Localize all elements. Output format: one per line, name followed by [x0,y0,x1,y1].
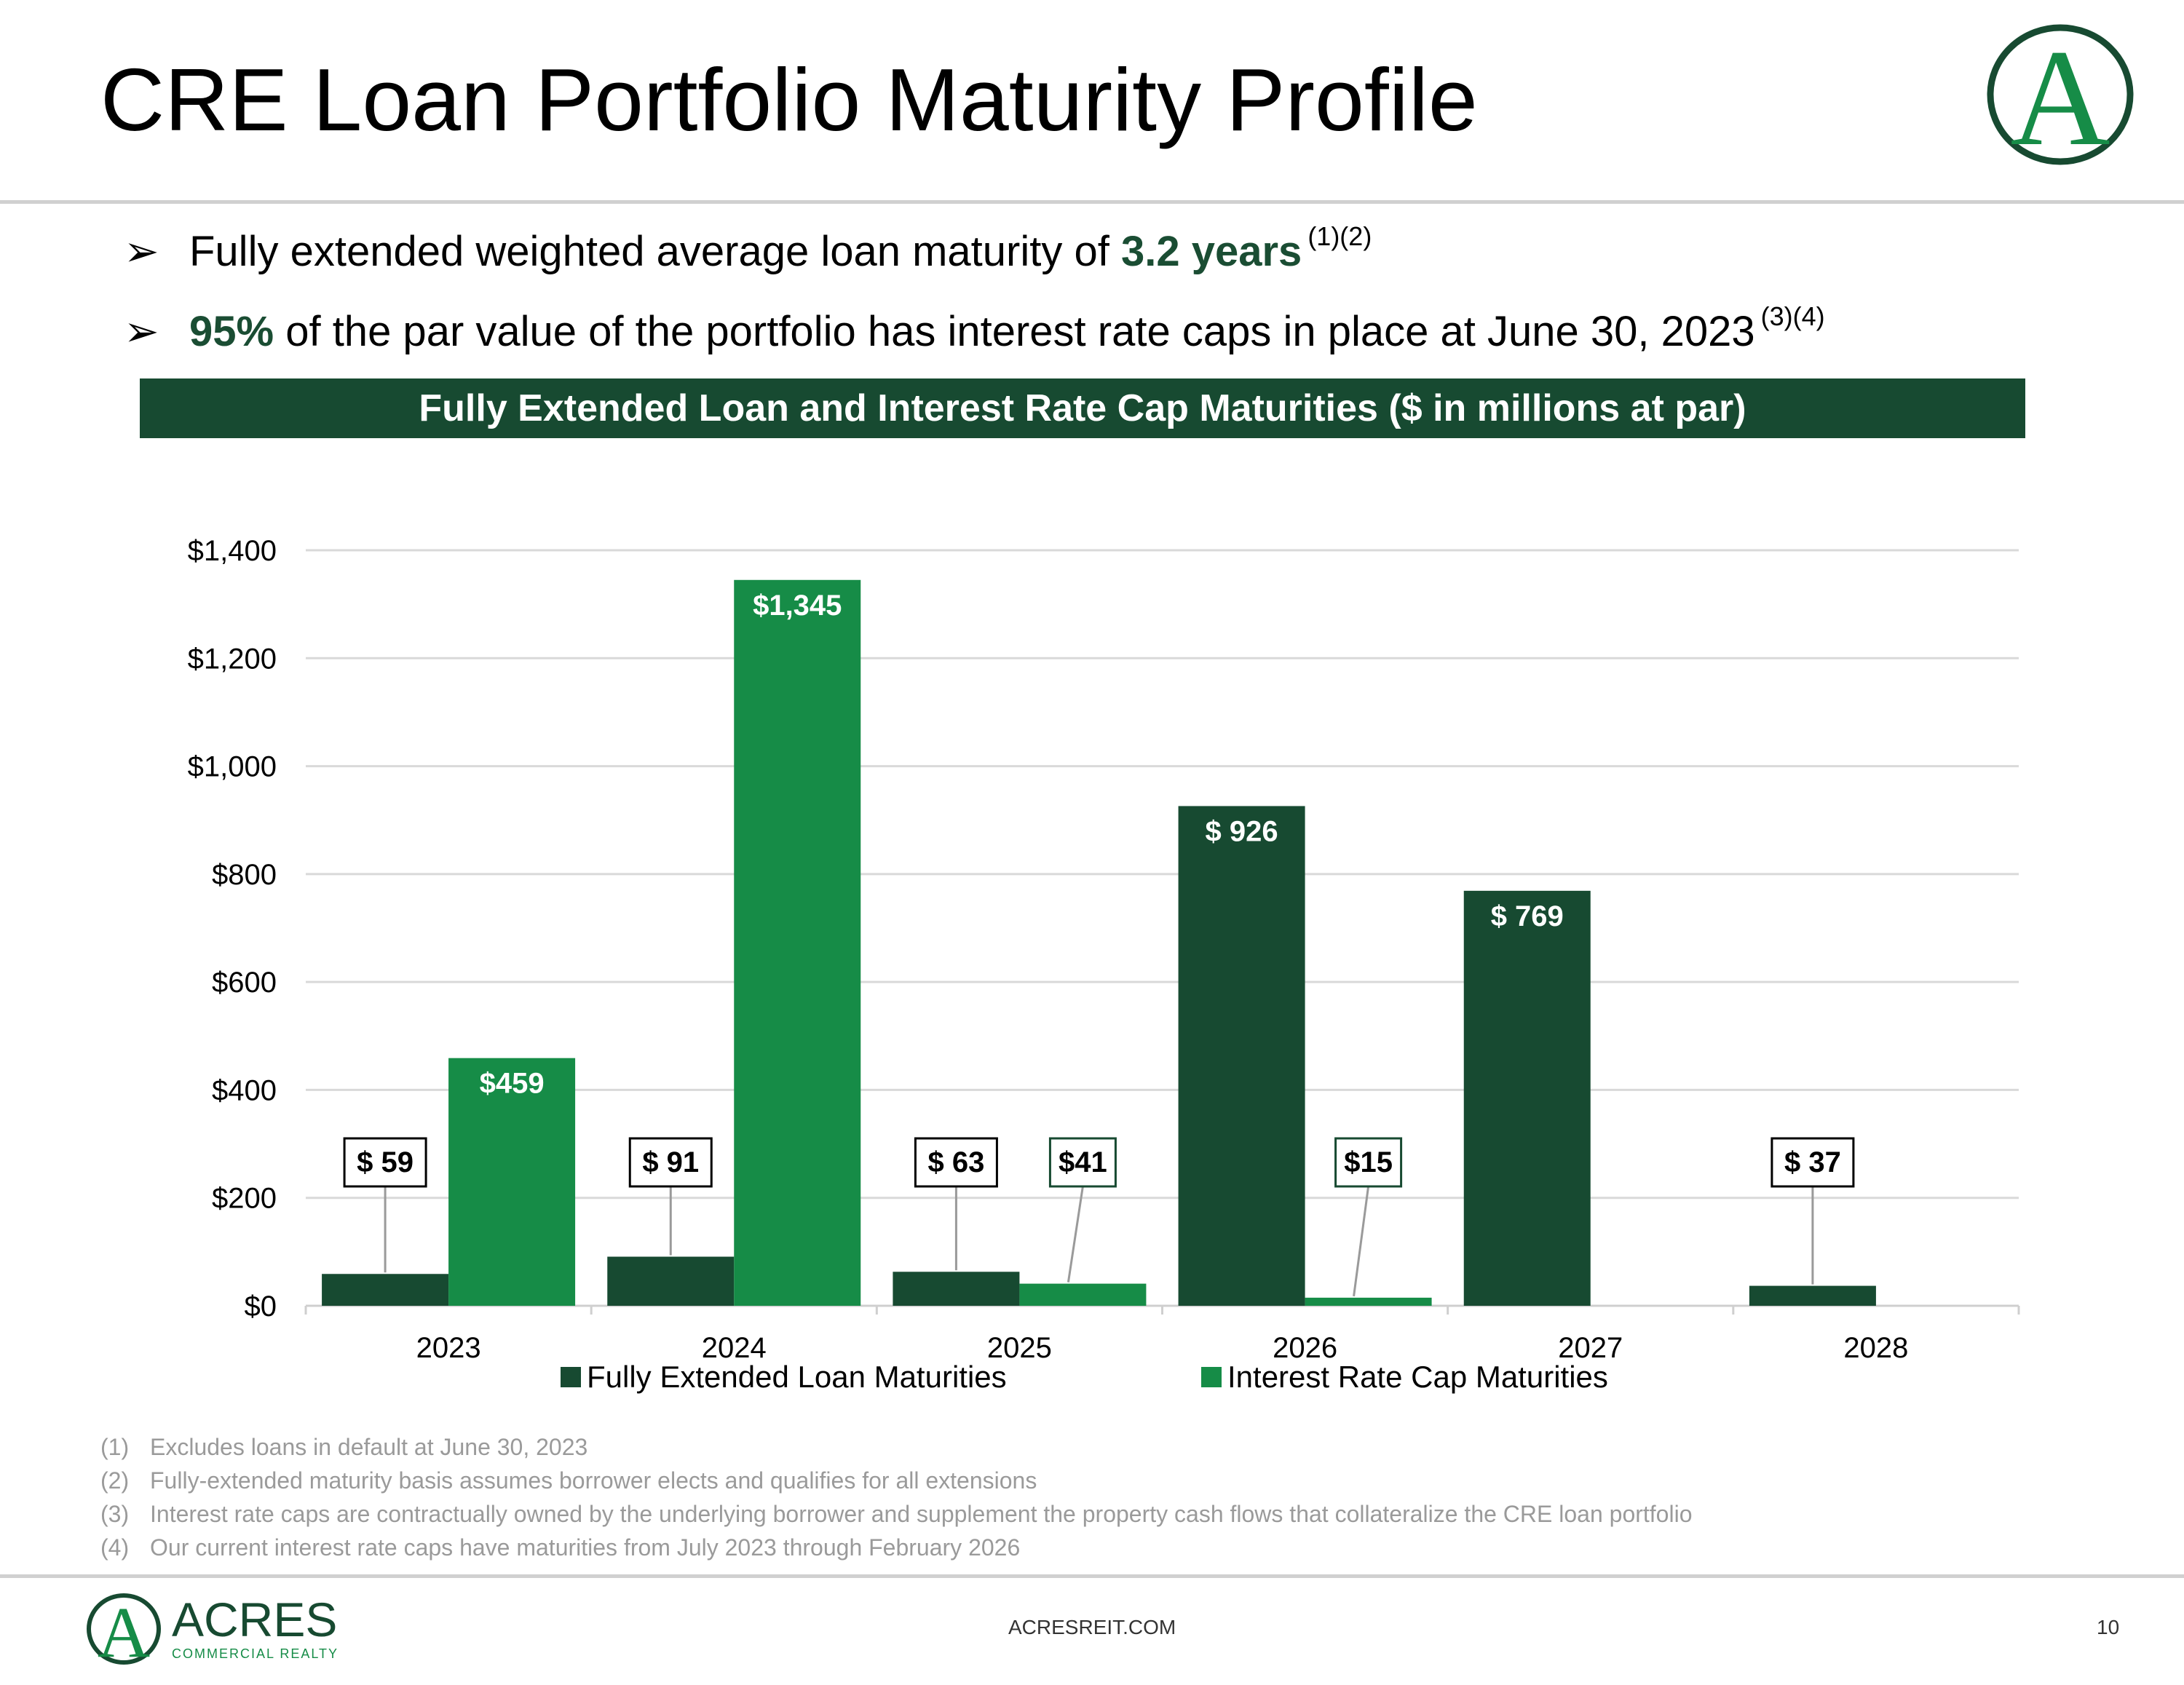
bar-loan-2028 [1749,1285,1876,1306]
bar-cap-2024 [734,579,861,1306]
callout-box [914,1137,998,1188]
arrow-bullet-icon: ➢ [124,228,159,275]
callout-leader [1353,1186,1370,1297]
y-tick-label: $200 [212,1183,277,1215]
bullet-rate-caps: ➢ 95% of the par value of the portfolio h… [124,291,1825,357]
data-label: $ 769 [1491,900,1564,932]
svg-text:ACRES: ACRES [172,1593,337,1646]
x-tick-label: 2023 [416,1332,481,1364]
callout-box [1334,1137,1403,1188]
y-tick-label: $1,200 [188,643,277,675]
page-number: 10 [2097,1616,2120,1638]
arrow-bullet-icon: ➢ [124,308,159,355]
svg-text:COMMERCIAL REALTY: COMMERCIAL REALTY [172,1646,339,1661]
legend-label-cap: Interest Rate Cap Maturities [1227,1360,1608,1394]
acres-footer-logo: A ACRES COMMERCIAL REALTY [87,1592,339,1673]
y-tick-label: $600 [212,967,277,999]
y-tick-label: $800 [212,859,277,891]
footnotes: (1) Excludes loans in default at June 30,… [100,1430,1692,1564]
maturity-bar-chart: $0 $200 $400 $600 $800 $1,000 $1,200 $1,400 2023… [188,535,2020,1394]
acres-monogram-logo: A [1987,22,2134,175]
data-label: $41 [1059,1146,1107,1178]
callout-box [343,1137,427,1188]
bullet-maturity: ➢ Fully extended weighted average loan ma… [124,211,1372,277]
data-label: $ 59 [357,1146,414,1178]
bar-cap-2023 [448,1058,576,1306]
bar-cap-2025 [1019,1283,1147,1306]
y-tick-label: $1,400 [188,535,277,567]
data-label: $1,345 [753,590,842,622]
data-label: $459 [480,1068,545,1100]
data-label: $15 [1344,1146,1393,1178]
legend-swatch-cap [1201,1367,1222,1387]
data-label: $ 926 [1206,815,1278,847]
callout-box [1048,1137,1117,1188]
y-tick-label: $1,000 [188,751,277,783]
bar-loan-2023 [322,1274,449,1306]
bar-cap-2026 [1305,1297,1432,1306]
y-tick-label: $0 [245,1290,277,1323]
bar-loan-2025 [893,1272,1020,1306]
legend-label-loan: Fully Extended Loan Maturities [587,1360,1007,1394]
footer-divider [0,1574,2184,1578]
chart-title-banner: Fully Extended Loan and Interest Rate Ca… [140,378,2025,438]
x-tick-label: 2025 [987,1332,1052,1364]
x-tick-label: 2026 [1273,1332,1337,1364]
x-tick-label: 2027 [1558,1332,1623,1364]
footnote-3: (3) Interest rate caps are contractually … [100,1501,1693,1527]
svg-text:A: A [98,1592,150,1673]
footnote-4: (4) Our current interest rate caps have m… [100,1534,1021,1561]
data-label: $ 63 [927,1146,984,1178]
footer-url[interactable]: ACRESREIT.COM [1008,1616,1176,1638]
x-tick-label: 2024 [702,1332,767,1364]
footnote-2: (2) Fully-extended maturity basis assumes… [100,1467,1037,1494]
svg-text:A: A [2010,22,2110,175]
bar-loan-2026 [1178,806,1305,1306]
bar-loan-2027 [1463,890,1591,1306]
data-label: $ 37 [1784,1146,1841,1178]
title-divider [0,200,2184,204]
bar-loan-2024 [607,1256,735,1306]
callout-box [1770,1137,1855,1188]
legend-swatch-loan [561,1367,581,1387]
x-tick-label: 2028 [1843,1332,1908,1364]
y-tick-label: $400 [212,1074,277,1106]
callout-leader [1067,1186,1084,1282]
data-label: $ 91 [642,1146,699,1178]
page-title: CRE Loan Portfolio Maturity Profile [100,50,1478,149]
callout-box [628,1137,713,1188]
footnote-1: (1) Excludes loans in default at June 30,… [100,1434,588,1460]
